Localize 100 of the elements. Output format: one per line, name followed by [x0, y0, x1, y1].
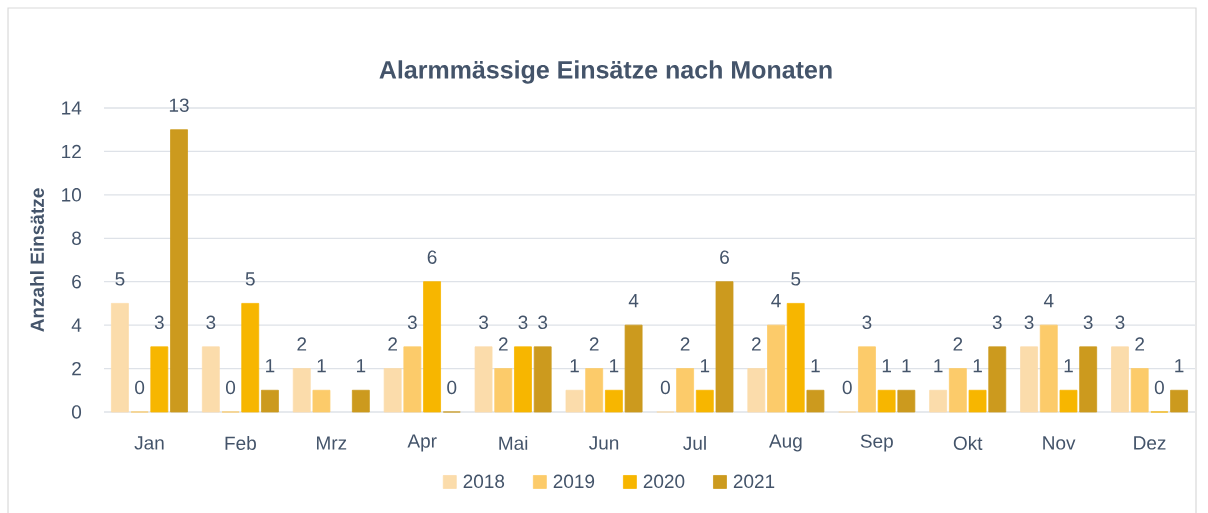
bar	[423, 281, 441, 413]
data-label: 2	[498, 337, 508, 351]
bar	[494, 368, 513, 413]
x-tick-label: Mrz	[317, 436, 347, 450]
bar	[968, 389, 987, 413]
bar	[747, 368, 766, 413]
bar	[403, 346, 422, 413]
data-label: 1	[811, 359, 820, 373]
bar	[312, 389, 331, 413]
bar	[474, 346, 493, 413]
data-label: 3	[518, 315, 528, 330]
bar	[1059, 389, 1078, 413]
bar	[1020, 346, 1038, 413]
data-label: 3	[206, 315, 216, 330]
x-tick-label: Aug	[769, 434, 802, 452]
bar	[170, 129, 188, 413]
data-label: 6	[720, 250, 729, 264]
data-label: 3	[479, 315, 489, 330]
bar	[1170, 389, 1188, 413]
data-label: 0	[842, 380, 852, 395]
data-label: 3	[992, 315, 1002, 330]
data-label: 0	[660, 380, 670, 395]
y-tick-label: 2	[72, 361, 81, 376]
bar	[897, 389, 916, 413]
bar	[624, 324, 643, 413]
data-label: 2	[680, 337, 690, 351]
data-label: 1	[357, 359, 366, 373]
bar	[948, 368, 967, 413]
data-label: 1	[902, 359, 911, 373]
data-label: 13	[169, 98, 189, 112]
data-label: 0	[225, 380, 236, 395]
bar	[1039, 324, 1058, 413]
data-label: 1	[570, 359, 579, 373]
bar	[201, 346, 220, 413]
data-label: 1	[700, 359, 710, 373]
bar	[929, 389, 948, 413]
bar	[533, 346, 552, 413]
data-label: 3	[407, 315, 417, 330]
data-label: 2	[297, 337, 307, 351]
bar	[806, 389, 825, 413]
data-label: 2	[752, 337, 761, 351]
data-label: 6	[427, 250, 437, 264]
data-label: 4	[1043, 294, 1054, 308]
data-label: 2	[388, 337, 397, 351]
bar	[877, 389, 896, 413]
bar	[292, 368, 311, 413]
data-label: 1	[882, 359, 891, 373]
chart-title: Alarmmässige Einsätze nach Monaten	[379, 60, 832, 84]
x-tick-label: Jan	[134, 436, 164, 450]
x-tick-label: Jun	[589, 436, 619, 450]
bar	[150, 346, 169, 413]
data-label: 1	[266, 359, 275, 373]
bar	[695, 389, 714, 413]
legend-label: 2018	[463, 474, 505, 489]
bar	[604, 389, 623, 413]
data-label: 0	[1154, 380, 1164, 395]
y-tick-label: 6	[72, 274, 81, 289]
data-label: 1	[317, 359, 326, 373]
bar	[585, 368, 604, 413]
bar	[676, 368, 695, 413]
bar	[715, 281, 734, 413]
data-label: 3	[1024, 315, 1034, 330]
bar	[383, 368, 402, 413]
data-label: 1	[1175, 359, 1184, 373]
bar	[351, 389, 370, 413]
y-tick-label: 12	[62, 144, 81, 159]
legend-label: 2020	[643, 474, 685, 489]
bar	[1111, 346, 1129, 413]
data-label: 1	[610, 359, 619, 373]
x-tick-label: Feb	[225, 436, 256, 450]
y-axis-title: Anzahl Einsätze	[30, 188, 44, 332]
bar	[565, 389, 584, 413]
y-tick-label: 14	[62, 101, 82, 115]
bar	[261, 389, 279, 413]
x-tick-label: Jul	[683, 436, 706, 450]
bar	[858, 346, 876, 413]
y-tick-label: 4	[71, 318, 82, 332]
data-label: 0	[135, 380, 145, 395]
x-tick-label: Sep	[860, 434, 893, 452]
data-label: 4	[628, 294, 639, 308]
data-label: 3	[154, 315, 164, 330]
bar	[241, 303, 260, 413]
bar	[1130, 368, 1149, 413]
bar	[786, 303, 805, 413]
data-label: 1	[973, 359, 982, 373]
x-tick-label: Mai	[499, 436, 528, 450]
data-label: 5	[115, 272, 125, 286]
y-tick-label: 0	[71, 405, 82, 419]
y-tick-label: 10	[62, 188, 82, 202]
data-label: 5	[245, 272, 255, 286]
data-label: 2	[953, 337, 963, 351]
data-label: 2	[589, 337, 599, 351]
data-label: 3	[1115, 315, 1125, 330]
x-tick-label: Okt	[953, 436, 983, 450]
bar	[111, 303, 129, 413]
data-label: 3	[862, 315, 872, 330]
x-tick-label: Nov	[1043, 436, 1076, 450]
data-label: 5	[791, 272, 801, 286]
data-label: 1	[934, 359, 943, 373]
data-label: 2	[1135, 337, 1145, 351]
